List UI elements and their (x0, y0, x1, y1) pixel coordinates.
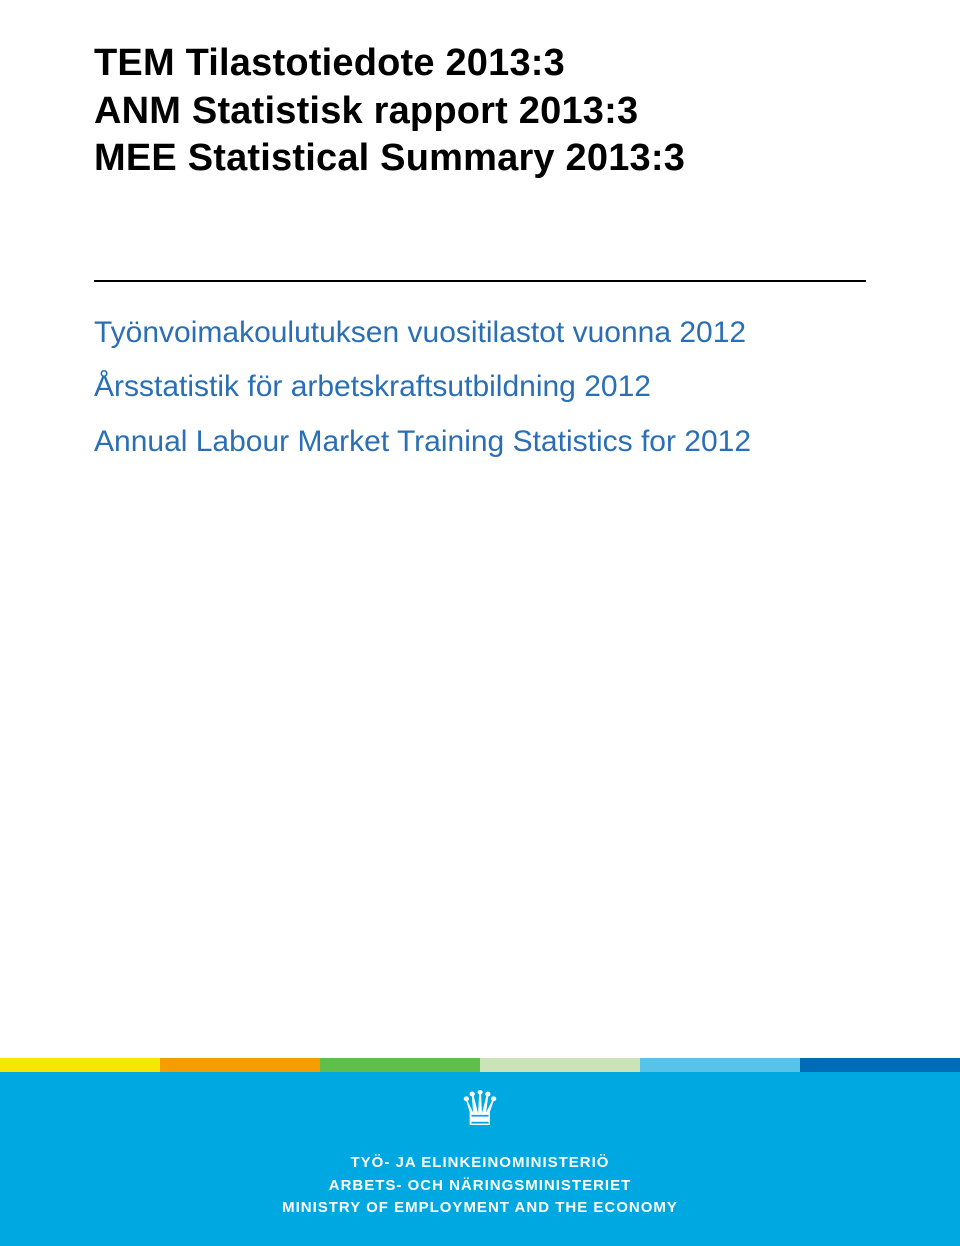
title-finnish: Työnvoimakoulutuksen vuositilastot vuonn… (94, 314, 874, 352)
horizontal-rule (94, 280, 866, 282)
series-line-en: MEE Statistical Summary 2013:3 (94, 135, 874, 183)
series-line-sv: ANM Statistisk rapport 2013:3 (94, 88, 874, 136)
ministry-name-en: MINISTRY OF EMPLOYMENT AND THE ECONOMY (0, 1197, 960, 1220)
stripe-seg-5 (800, 1058, 960, 1072)
emblem-container: ♛ (448, 1078, 512, 1142)
series-line-fi: TEM Tilastotiedote 2013:3 (94, 40, 874, 88)
stripe-seg-1 (160, 1058, 320, 1072)
ministry-name-sv: ARBETS- OCH NÄRINGSMINISTERIET (0, 1175, 960, 1198)
title-swedish: Årsstatistik för arbetskraftsutbildning … (94, 368, 874, 406)
footer-main: ♛ TYÖ- JA ELINKEINOMINISTERIÖ ARBETS- OC… (0, 1072, 960, 1246)
stripe-seg-2 (320, 1058, 480, 1072)
title-english: Annual Labour Market Training Statistics… (94, 423, 874, 461)
stripe-seg-3 (480, 1058, 640, 1072)
stripe-seg-0 (0, 1058, 160, 1072)
footer-band: ♛ TYÖ- JA ELINKEINOMINISTERIÖ ARBETS- OC… (0, 1058, 960, 1246)
document-page: TEM Tilastotiedote 2013:3 ANM Statistisk… (0, 0, 960, 1246)
color-stripe (0, 1058, 960, 1072)
ministry-names: TYÖ- JA ELINKEINOMINISTERIÖ ARBETS- OCH … (0, 1152, 960, 1220)
ministry-name-fi: TYÖ- JA ELINKEINOMINISTERIÖ (0, 1152, 960, 1175)
coat-of-arms-icon: ♛ (458, 1086, 501, 1134)
report-titles: Työnvoimakoulutuksen vuositilastot vuonn… (94, 314, 874, 461)
report-series-header: TEM Tilastotiedote 2013:3 ANM Statistisk… (94, 40, 874, 183)
stripe-seg-4 (640, 1058, 800, 1072)
